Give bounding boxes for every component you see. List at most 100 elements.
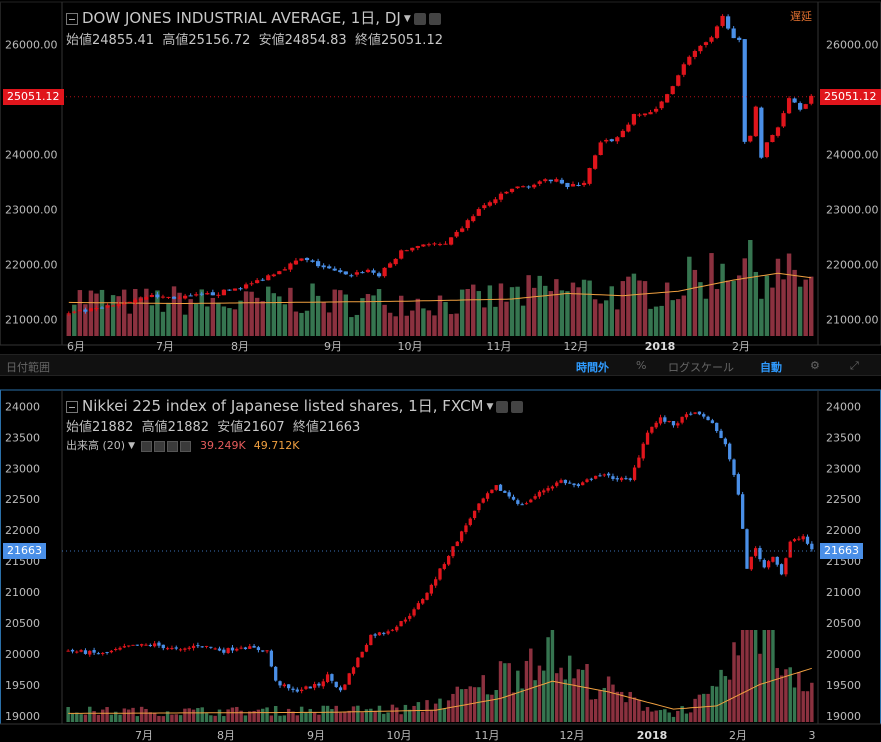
candle-body xyxy=(382,632,386,634)
auto-button[interactable]: 自動 xyxy=(760,361,782,374)
volume-bar xyxy=(667,712,671,722)
candle-body xyxy=(232,288,238,291)
x-tick-label: 9月 xyxy=(307,729,325,742)
volume-bar xyxy=(338,712,343,722)
candle-body xyxy=(511,496,516,500)
candle-body xyxy=(421,599,425,604)
dow-jones-panel[interactable]: 21000.00 21000.00 22000.00 22000.00 23000.00… xyxy=(0,1,881,353)
settings-icon[interactable] xyxy=(428,12,441,25)
volume-bar xyxy=(75,712,79,722)
volume-bar xyxy=(637,280,642,336)
volume-bar xyxy=(421,308,426,336)
nikkei-title-bar[interactable]: Nikkei 225 index of Japanese listed shar… xyxy=(66,395,524,416)
percent-button[interactable]: % xyxy=(636,359,647,372)
volume-bar xyxy=(282,304,288,336)
candle-body xyxy=(775,127,781,136)
volume-bar xyxy=(653,306,659,336)
chevron-down-icon[interactable]: ▼ xyxy=(128,441,135,451)
candle-body xyxy=(388,263,393,268)
candle-body xyxy=(393,258,398,265)
volume-bar xyxy=(477,687,481,722)
candle-body xyxy=(295,689,299,692)
candle-body xyxy=(642,113,648,116)
volume-bar xyxy=(520,305,526,336)
candle-body xyxy=(563,479,568,484)
candle-body xyxy=(619,477,624,481)
volume-bar xyxy=(526,275,531,336)
dow-title-bar[interactable]: DOW JONES INDUSTRIAL AVERAGE, 1日, DJ ▼ xyxy=(66,7,441,28)
volume-bar xyxy=(609,286,614,336)
volume-bar xyxy=(788,667,792,722)
volume-bar xyxy=(152,712,157,722)
volume-bar xyxy=(542,670,546,722)
candle-body xyxy=(304,257,310,261)
x-tick-label: 2月 xyxy=(732,340,750,353)
candle-body xyxy=(415,246,420,248)
candle-body xyxy=(521,186,526,188)
volume-bar xyxy=(775,258,781,336)
candle-body xyxy=(205,293,210,295)
candle-body xyxy=(278,681,282,686)
settings-icon[interactable] xyxy=(153,440,165,452)
volume-bar xyxy=(265,707,269,722)
nikkei-panel[interactable]: 19000 19000 19500 19500 20000 20000 20500 20500… xyxy=(0,389,881,742)
volume-bar xyxy=(293,311,299,336)
volume-bar xyxy=(676,299,681,336)
chevron-down-icon[interactable]: ▼ xyxy=(486,401,494,412)
log-scale-button[interactable]: ログスケール xyxy=(668,361,734,374)
volume-bar xyxy=(732,642,736,722)
volume-bar xyxy=(563,679,568,722)
candle-body xyxy=(576,484,581,487)
volume-bar xyxy=(365,294,371,336)
collapse-icon[interactable] xyxy=(66,400,78,413)
volume-bar xyxy=(706,693,710,722)
volume-bar xyxy=(165,711,170,722)
volume-bar xyxy=(454,313,459,336)
volume-bar xyxy=(191,709,196,722)
volume-bar xyxy=(149,305,155,336)
volume-bar xyxy=(589,699,594,722)
candle-body xyxy=(426,244,432,246)
volume-bar xyxy=(70,713,75,722)
volume-bar xyxy=(494,690,498,722)
date-range-button[interactable]: 日付範囲 xyxy=(6,361,50,374)
chevron-down-icon[interactable]: ▼ xyxy=(403,13,411,24)
candle-body xyxy=(99,307,105,309)
volume-bar xyxy=(330,709,334,722)
volume-bar xyxy=(338,290,343,336)
volume-bar xyxy=(155,290,160,336)
candle-body xyxy=(282,684,286,687)
eye-icon[interactable] xyxy=(140,440,152,452)
after-hours-button[interactable]: 時間外 xyxy=(576,361,609,374)
volume-bar xyxy=(455,686,460,722)
eye-icon[interactable] xyxy=(496,400,509,413)
volume-bar xyxy=(537,665,542,722)
fullscreen-icon[interactable]: ⤢ xyxy=(850,359,859,372)
volume-bar xyxy=(487,285,493,336)
volume-bar xyxy=(437,295,443,336)
candle-body xyxy=(576,184,581,186)
volume-bar xyxy=(465,289,470,336)
volume-bar xyxy=(619,691,624,722)
volume-bar xyxy=(503,663,507,722)
volume-indicator-header[interactable]: 出来高 (20) ▼ 39.249K 49.712K xyxy=(66,437,299,453)
y-tick-label-left: 23000.00 xyxy=(5,204,58,217)
volume-bar xyxy=(792,269,797,336)
volume-bar xyxy=(200,707,204,722)
candle-body xyxy=(226,648,230,653)
collapse-icon[interactable] xyxy=(66,12,78,25)
eye-icon[interactable] xyxy=(413,12,426,25)
candle-body xyxy=(487,202,492,206)
candle-body xyxy=(360,651,364,658)
x-tick-label: 7月 xyxy=(135,729,153,742)
volume-bar xyxy=(364,709,369,722)
volume-bar xyxy=(135,716,140,722)
settings-icon[interactable] xyxy=(511,400,524,413)
add-icon[interactable] xyxy=(166,440,178,452)
volume-bar xyxy=(550,630,555,722)
gear-icon[interactable]: ⚙ xyxy=(810,359,820,372)
candle-body xyxy=(321,681,325,687)
candle-body xyxy=(161,644,165,649)
volume-bar xyxy=(282,715,287,722)
close-icon[interactable] xyxy=(179,440,191,452)
